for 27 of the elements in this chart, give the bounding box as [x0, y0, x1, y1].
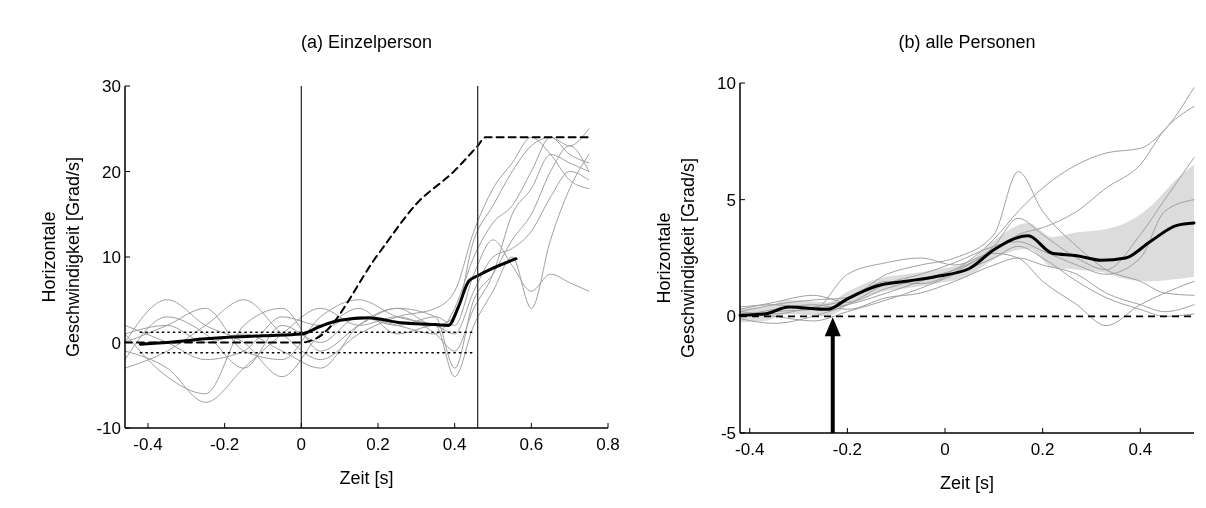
x-tick-label: 0 [940, 440, 950, 459]
x-tick-label: 0.2 [1030, 440, 1055, 459]
y-tick-label: 30 [102, 77, 121, 96]
x-tick-label: 0.8 [596, 435, 620, 454]
x-tick-label: -0.4 [133, 435, 163, 454]
x-tick-label: 0.6 [519, 435, 544, 454]
x-axis-title: Zeit [s] [939, 473, 995, 493]
y-axis-title: Horizontale Geschwindigkeit [Grad/s] [654, 157, 698, 359]
x-axis-title: Zeit [s] [339, 468, 394, 488]
x-tick-label: -0.4 [735, 440, 765, 459]
x-tick-label: 0.4 [442, 435, 467, 454]
y-tick-label: -10 [96, 419, 121, 438]
y-tick-label: 10 [102, 248, 121, 267]
y-axis-title: Horizontale Geschwindigkeit [Grad/s] [39, 156, 83, 358]
x-tick-label: 0.2 [366, 435, 390, 454]
y-tick-label: 20 [102, 162, 121, 182]
x-tick-label: 0 [296, 435, 307, 454]
y-tick-label: 10 [717, 74, 736, 93]
chart-title: (a) Einzelperson [300, 32, 433, 52]
chart-title: (b) alle Personen [898, 32, 1036, 52]
x-tick-label: -0.2 [210, 435, 240, 454]
x-tick-label: -0.2 [832, 440, 863, 459]
y-tick-label: 0 [111, 333, 121, 353]
y-tick-label: -5 [720, 424, 736, 443]
y-tick-label: 0 [726, 307, 736, 327]
y-tick-label: 5 [726, 190, 736, 210]
x-tick-label: 0.4 [1128, 440, 1153, 459]
